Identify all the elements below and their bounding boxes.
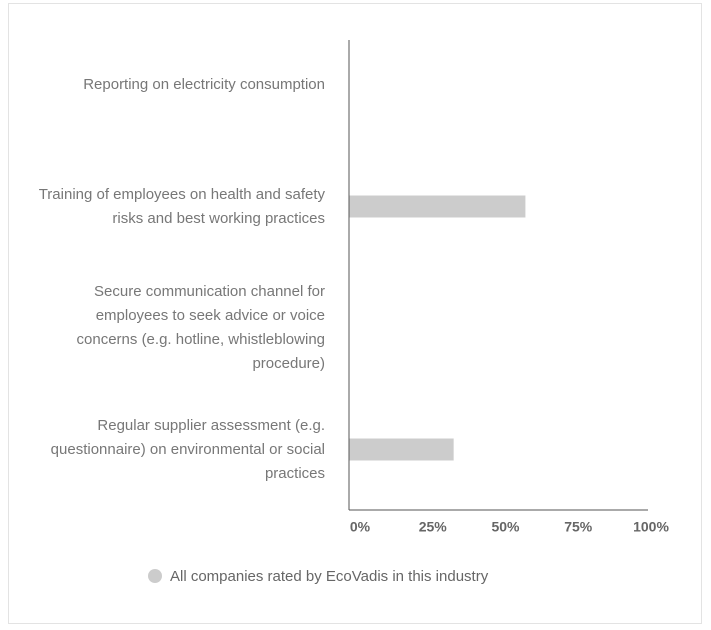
bar	[349, 195, 526, 218]
x-tick-label: 100%	[633, 519, 669, 535]
frame	[8, 3, 702, 624]
category-label: Secure communication channel for employe…	[76, 283, 325, 372]
bar	[349, 438, 454, 461]
x-tick-label: 50%	[491, 519, 520, 535]
legend-label: All companies rated by EcoVadis in this …	[170, 568, 489, 585]
x-tick-label: 25%	[419, 519, 448, 535]
category-label: Reporting on electricity consumption	[83, 76, 325, 93]
category-label: Regular supplier assessment (e.g. questi…	[50, 416, 325, 482]
category-label: Training of employees on health and safe…	[38, 185, 325, 227]
x-tick-label: 0%	[350, 519, 371, 535]
legend-marker	[148, 569, 162, 583]
x-tick-label: 75%	[564, 519, 593, 535]
